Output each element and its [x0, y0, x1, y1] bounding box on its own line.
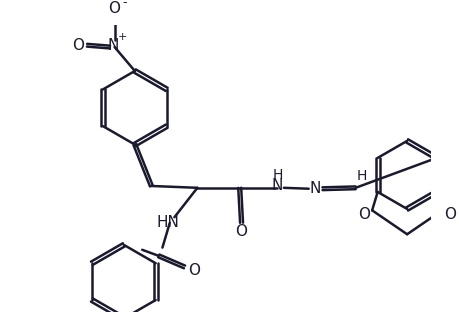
- Text: H: H: [356, 169, 366, 183]
- Text: +: +: [118, 32, 127, 42]
- Text: O: O: [187, 263, 199, 278]
- Text: O: O: [357, 207, 369, 222]
- Text: HN: HN: [156, 215, 179, 230]
- Text: H: H: [272, 168, 282, 182]
- Text: N: N: [108, 38, 119, 53]
- Text: -: -: [122, 0, 127, 9]
- Text: O: O: [108, 1, 120, 16]
- Text: N: N: [309, 181, 320, 196]
- Text: O: O: [235, 224, 247, 240]
- Text: O: O: [443, 207, 455, 222]
- Text: O: O: [72, 38, 84, 53]
- Text: N: N: [271, 178, 282, 193]
